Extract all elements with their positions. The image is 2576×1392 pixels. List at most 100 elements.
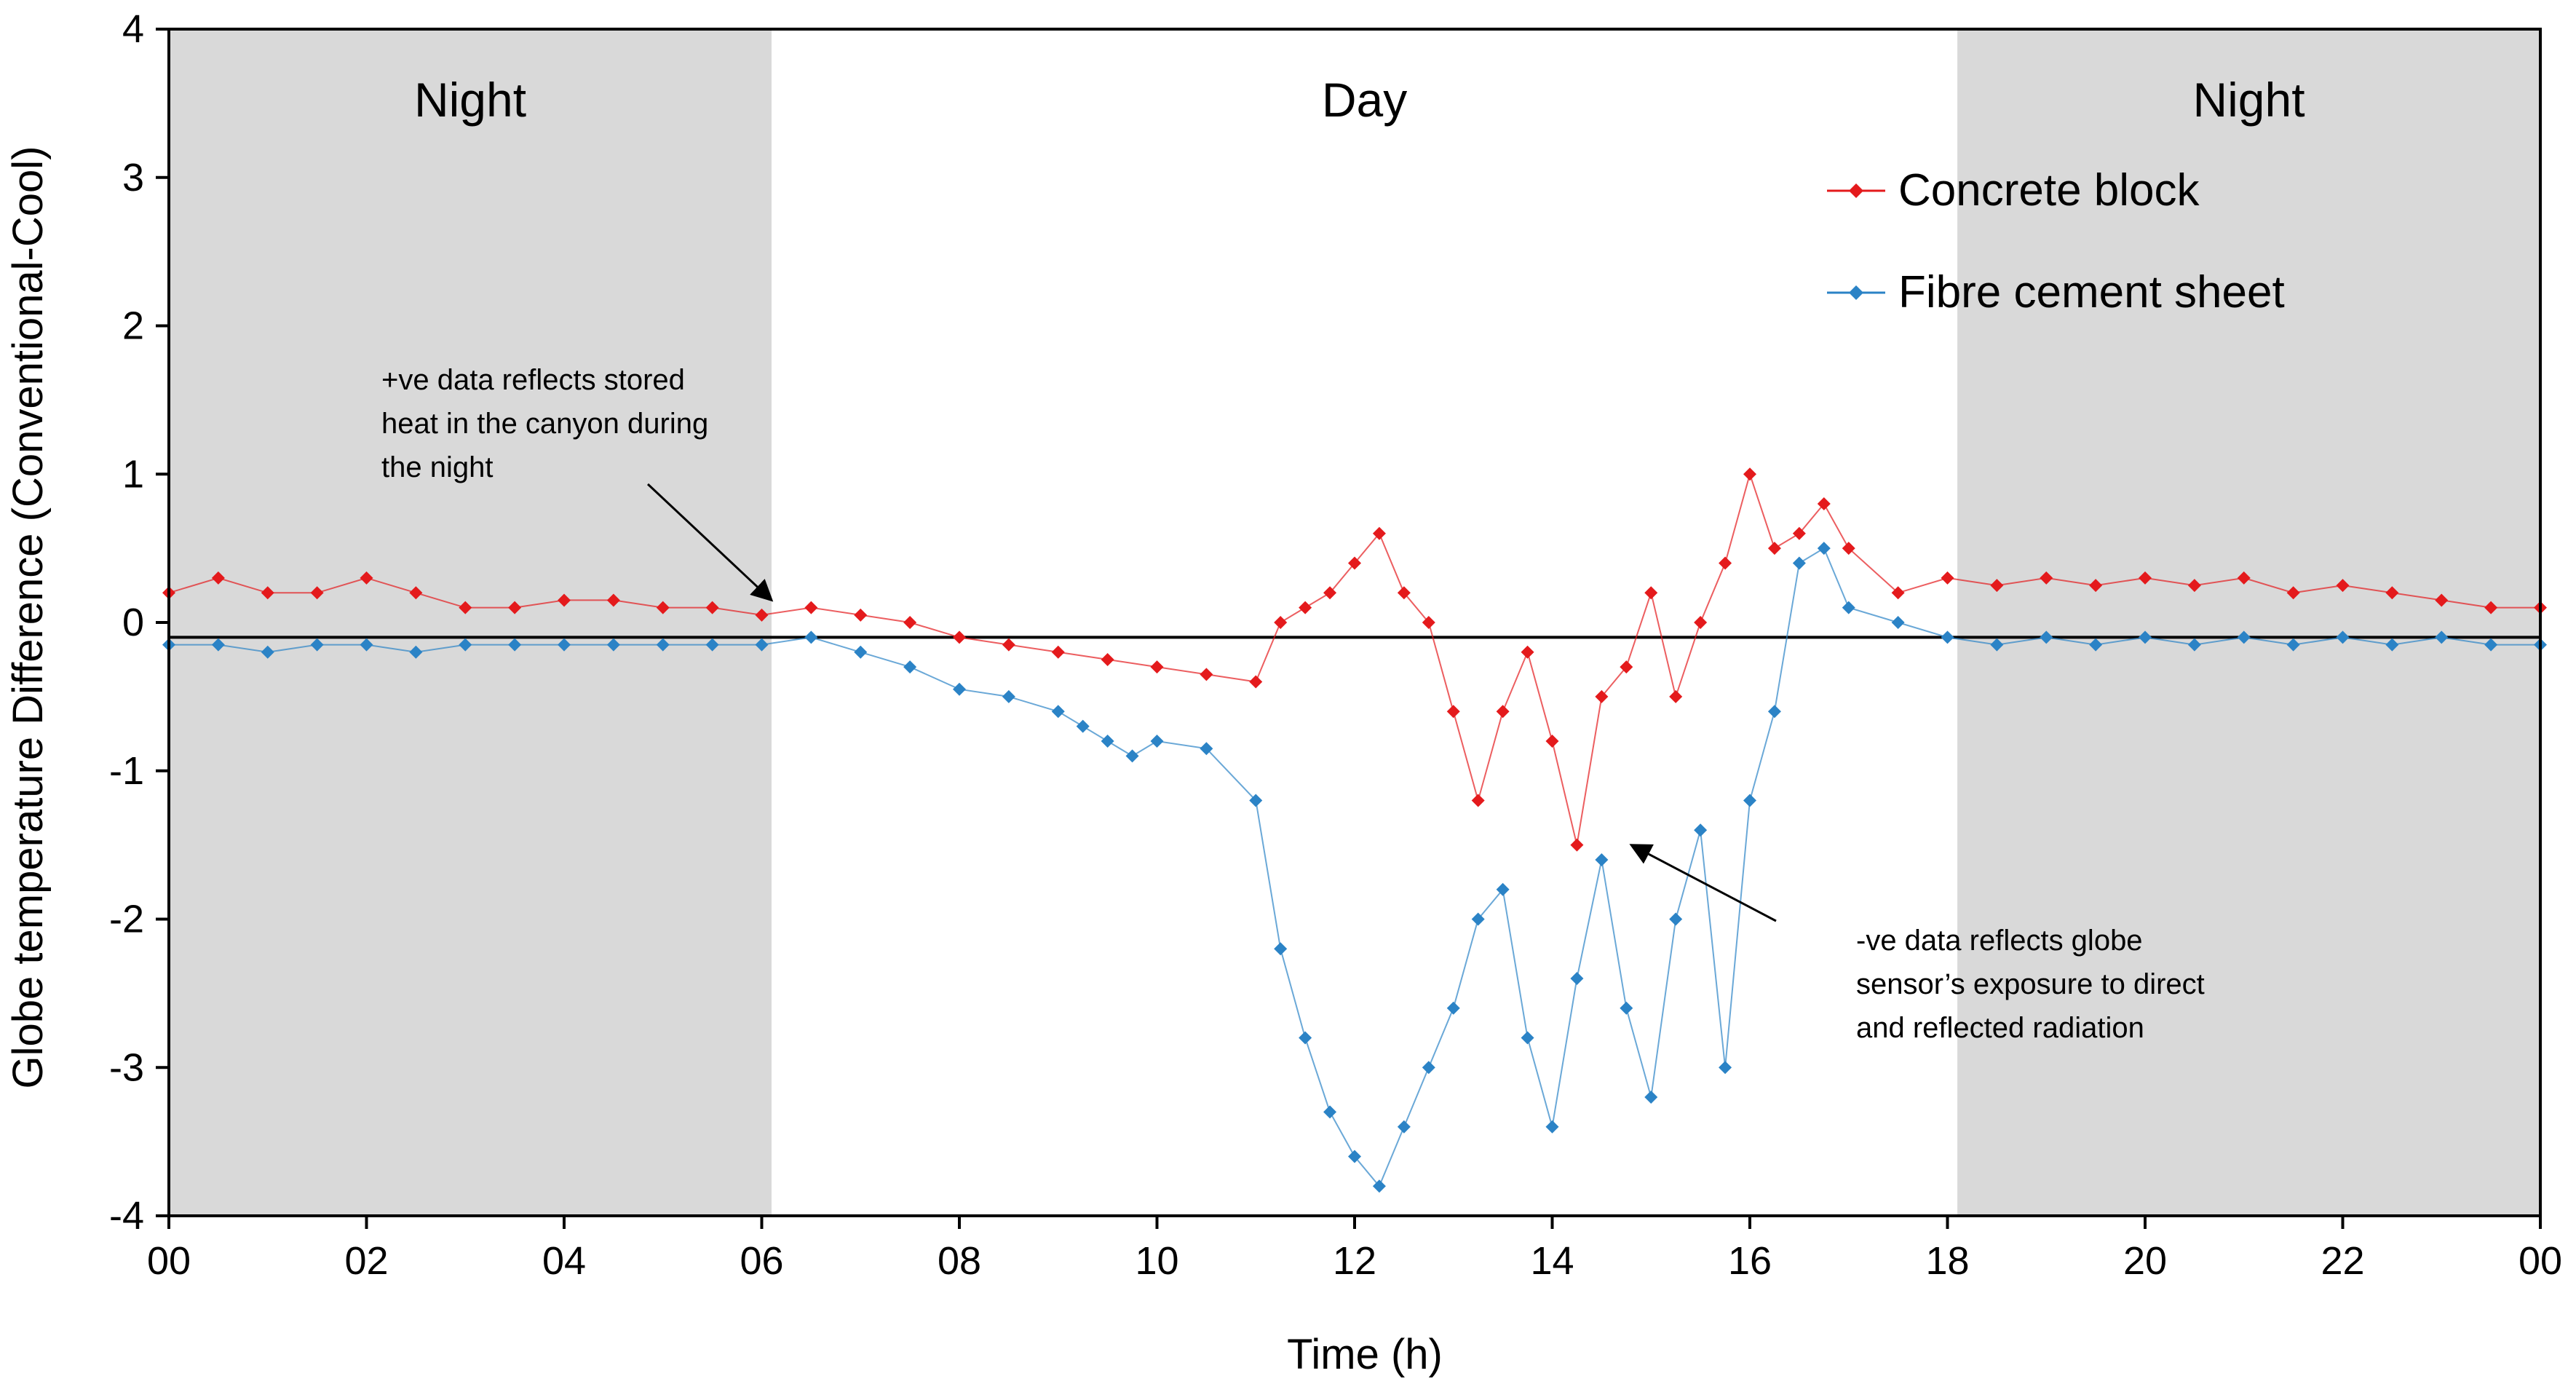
legend-label-1: Fibre cement sheet <box>1898 267 2285 317</box>
series-1-point <box>1299 1031 1312 1045</box>
series-0-point <box>1422 616 1435 629</box>
series-1-point <box>953 682 966 696</box>
series-1-point <box>2237 630 2251 644</box>
x-tick-label: 18 <box>1925 1239 1969 1283</box>
series-1-point <box>1521 1031 1534 1045</box>
series-1-point <box>1076 719 1090 733</box>
series-1-point <box>1125 749 1139 763</box>
series-1-point <box>508 638 522 652</box>
series-0-point <box>1719 556 1732 570</box>
series-0-point <box>2286 586 2300 600</box>
series-1-point <box>211 638 225 652</box>
series-1-point <box>2484 638 2498 652</box>
series-0-point <box>1644 586 1658 600</box>
series-0-point <box>1446 705 1460 719</box>
series-1-point <box>459 638 472 652</box>
series-1-point <box>1200 742 1213 756</box>
series-1-point <box>1595 853 1609 866</box>
annotation-0-line-2: the night <box>381 451 493 483</box>
series-1-point <box>1891 616 1905 629</box>
series-1-point <box>1669 912 1683 926</box>
series-1-point <box>1496 882 1510 896</box>
period-bands <box>169 29 2540 1216</box>
y-tick-label: 2 <box>122 304 144 348</box>
series-0-point <box>558 593 571 607</box>
series-1-point <box>1446 1001 1460 1015</box>
x-tick-label: 10 <box>1135 1239 1178 1283</box>
series-1-point <box>1767 705 1781 719</box>
series-1-point <box>261 645 274 659</box>
series-0-point <box>2237 571 2251 585</box>
series-0-point <box>1372 526 1386 540</box>
series-0-point <box>903 616 917 629</box>
series-1-point <box>1990 638 2004 652</box>
series-0-point <box>1101 652 1114 666</box>
series-1-point <box>2089 638 2103 652</box>
series-1-point <box>1545 1120 1559 1134</box>
series-1 <box>162 542 2547 1193</box>
series-0-point <box>1002 638 1015 652</box>
annotation-1-line-2: and reflected radiation <box>1856 1012 2144 1044</box>
x-tick-label: 02 <box>344 1239 388 1283</box>
series-0-point <box>409 586 423 600</box>
series-1-point <box>1842 601 1855 614</box>
series-0-point <box>2139 571 2152 585</box>
series-0-point <box>2187 579 2201 593</box>
legend-swatch-marker-1 <box>1849 285 1863 300</box>
series-0-point <box>1150 660 1164 674</box>
series-1-point <box>1644 1091 1658 1104</box>
series-1-point <box>1422 1061 1435 1075</box>
x-tick-label: 04 <box>542 1239 586 1283</box>
series-0-point <box>1274 616 1288 629</box>
series-1-point <box>1150 735 1164 748</box>
series-1-point <box>1249 794 1263 807</box>
series-0-point <box>1570 838 1584 852</box>
series-1-point <box>2286 638 2300 652</box>
y-axis-title: Globe temperature Difference (Convention… <box>4 146 52 1089</box>
series-0-point <box>1397 586 1411 600</box>
x-tick-label: 06 <box>740 1239 783 1283</box>
series-0-point <box>1051 645 1065 659</box>
series-0-point <box>2385 586 2399 600</box>
data-series <box>162 467 2547 1193</box>
series-0-point <box>1249 675 1263 689</box>
x-axis-title: Time (h) <box>1287 1331 1443 1378</box>
series-1-point <box>1274 942 1288 956</box>
series-1-point <box>2187 638 2201 652</box>
series-1-point <box>2385 638 2399 652</box>
series-1-point <box>705 638 719 652</box>
series-1-point <box>1743 794 1756 807</box>
period-band-0 <box>169 29 772 1216</box>
series-0-point <box>459 601 472 614</box>
axes <box>156 28 2542 1229</box>
series-0-point <box>211 571 225 585</box>
series-0-point <box>360 571 373 585</box>
series-0-point <box>1323 586 1337 600</box>
series-0-point <box>508 601 522 614</box>
series-0-point <box>2435 593 2449 607</box>
series-0 <box>162 467 2547 852</box>
series-1-point <box>1323 1105 1337 1119</box>
series-0-point <box>1743 467 1756 481</box>
series-1-point <box>1348 1150 1361 1163</box>
series-1-point <box>1817 542 1831 555</box>
series-0-point <box>705 601 719 614</box>
series-0-point <box>854 608 868 622</box>
series-0-point <box>1990 579 2004 593</box>
series-1-point <box>2336 630 2350 644</box>
x-tick-label: 20 <box>2123 1239 2167 1283</box>
series-0-point <box>1817 497 1831 510</box>
series-0-point <box>1792 526 1806 540</box>
series-0-point <box>1496 705 1510 719</box>
x-tick-label: 22 <box>2321 1239 2364 1283</box>
series-1-point <box>1397 1120 1411 1134</box>
legend: Concrete block Fibre cement sheet <box>1827 165 2285 317</box>
legend-swatch-marker-0 <box>1849 183 1863 198</box>
series-1-point <box>854 645 868 659</box>
y-tick-label: -3 <box>109 1045 144 1089</box>
series-1-point <box>1694 823 1708 837</box>
y-tick-label: -4 <box>109 1194 144 1238</box>
x-tick-label: 16 <box>1728 1239 1772 1283</box>
